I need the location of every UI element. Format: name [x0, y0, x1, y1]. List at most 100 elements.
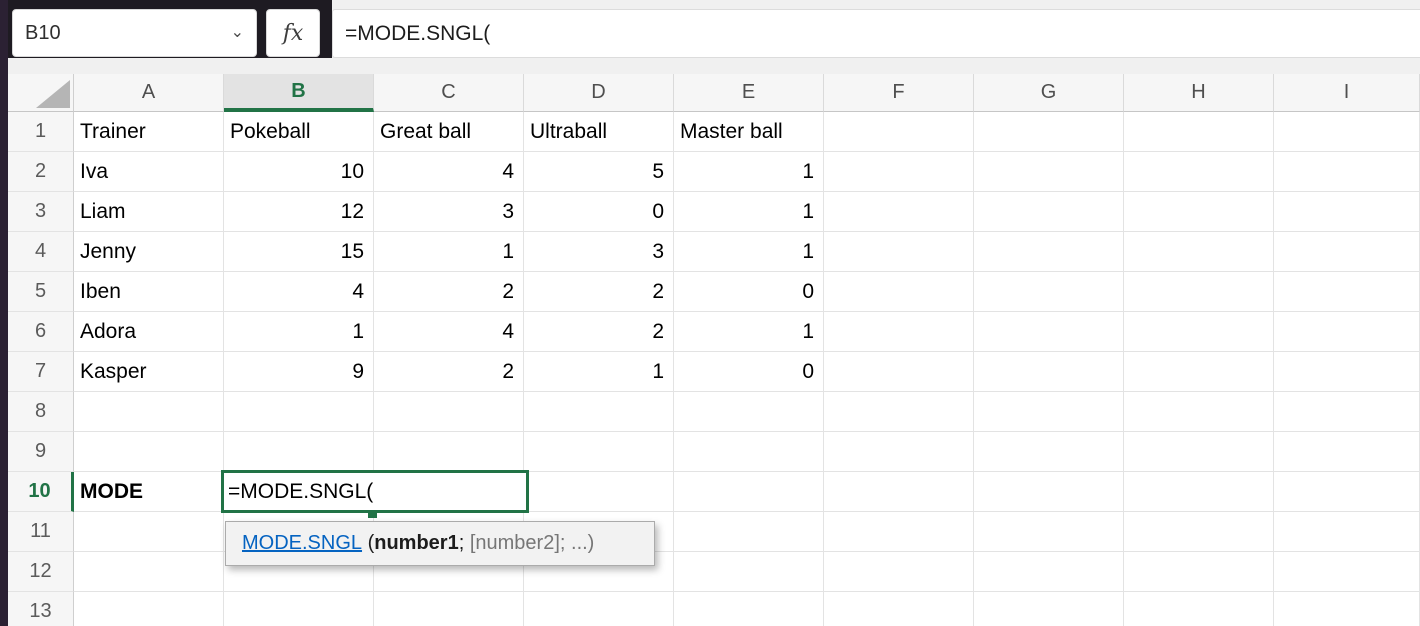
cell-B5[interactable]: 4: [224, 272, 374, 312]
cell-G11[interactable]: [974, 512, 1124, 552]
cell-A9[interactable]: [74, 432, 224, 472]
column-header-C[interactable]: C: [374, 74, 524, 112]
cell-C5[interactable]: 2: [374, 272, 524, 312]
cell-I2[interactable]: [1274, 152, 1420, 192]
cell-F12[interactable]: [824, 552, 974, 592]
column-header-E[interactable]: E: [674, 74, 824, 112]
row-header-6[interactable]: 6: [8, 312, 74, 352]
cell-A8[interactable]: [74, 392, 224, 432]
cell-F8[interactable]: [824, 392, 974, 432]
cell-H10[interactable]: [1124, 472, 1274, 512]
cell-D1[interactable]: Ultraball: [524, 112, 674, 152]
cell-C13[interactable]: [374, 592, 524, 626]
cell-H7[interactable]: [1124, 352, 1274, 392]
cell-H3[interactable]: [1124, 192, 1274, 232]
row-header-5[interactable]: 5: [8, 272, 74, 312]
cell-B13[interactable]: [224, 592, 374, 626]
cell-A4[interactable]: Jenny: [74, 232, 224, 272]
cell-F4[interactable]: [824, 232, 974, 272]
cell-F2[interactable]: [824, 152, 974, 192]
cell-B1[interactable]: Pokeball: [224, 112, 374, 152]
cell-A5[interactable]: Iben: [74, 272, 224, 312]
cell-E12[interactable]: [674, 552, 824, 592]
cell-I10[interactable]: [1274, 472, 1420, 512]
cell-I7[interactable]: [1274, 352, 1420, 392]
cell-E10[interactable]: [674, 472, 824, 512]
cell-D8[interactable]: [524, 392, 674, 432]
cell-C8[interactable]: [374, 392, 524, 432]
row-header-2[interactable]: 2: [8, 152, 74, 192]
row-header-12[interactable]: 12: [8, 552, 74, 592]
cell-H2[interactable]: [1124, 152, 1274, 192]
cell-C9[interactable]: [374, 432, 524, 472]
cell-H4[interactable]: [1124, 232, 1274, 272]
cell-G13[interactable]: [974, 592, 1124, 626]
cell-I6[interactable]: [1274, 312, 1420, 352]
cell-E2[interactable]: 1: [674, 152, 824, 192]
cell-G3[interactable]: [974, 192, 1124, 232]
cell-B8[interactable]: [224, 392, 374, 432]
column-header-I[interactable]: I: [1274, 74, 1420, 112]
cell-B3[interactable]: 12: [224, 192, 374, 232]
column-header-B[interactable]: B: [224, 74, 374, 112]
row-header-1[interactable]: 1: [8, 112, 74, 152]
cell-B4[interactable]: 15: [224, 232, 374, 272]
cell-F10[interactable]: [824, 472, 974, 512]
cell-A11[interactable]: [74, 512, 224, 552]
cell-E1[interactable]: Master ball: [674, 112, 824, 152]
cell-E9[interactable]: [674, 432, 824, 472]
column-header-G[interactable]: G: [974, 74, 1124, 112]
fill-handle[interactable]: [368, 510, 377, 518]
cell-E5[interactable]: 0: [674, 272, 824, 312]
cell-C4[interactable]: 1: [374, 232, 524, 272]
cell-C3[interactable]: 3: [374, 192, 524, 232]
column-header-H[interactable]: H: [1124, 74, 1274, 112]
cell-A3[interactable]: Liam: [74, 192, 224, 232]
cell-B2[interactable]: 10: [224, 152, 374, 192]
cell-H13[interactable]: [1124, 592, 1274, 626]
cell-E4[interactable]: 1: [674, 232, 824, 272]
cell-H11[interactable]: [1124, 512, 1274, 552]
cell-I13[interactable]: [1274, 592, 1420, 626]
cell-E8[interactable]: [674, 392, 824, 432]
cell-I11[interactable]: [1274, 512, 1420, 552]
cell-D13[interactable]: [524, 592, 674, 626]
cell-F1[interactable]: [824, 112, 974, 152]
cell-F3[interactable]: [824, 192, 974, 232]
cell-D2[interactable]: 5: [524, 152, 674, 192]
cell-I5[interactable]: [1274, 272, 1420, 312]
row-header-3[interactable]: 3: [8, 192, 74, 232]
active-cell-editor-B10[interactable]: =MODE.SNGL(: [221, 470, 529, 513]
cell-I9[interactable]: [1274, 432, 1420, 472]
cell-D6[interactable]: 2: [524, 312, 674, 352]
cell-G12[interactable]: [974, 552, 1124, 592]
row-header-10[interactable]: 10: [8, 472, 74, 512]
cell-A2[interactable]: Iva: [74, 152, 224, 192]
cell-A13[interactable]: [74, 592, 224, 626]
cell-G1[interactable]: [974, 112, 1124, 152]
row-header-9[interactable]: 9: [8, 432, 74, 472]
cell-F5[interactable]: [824, 272, 974, 312]
column-header-A[interactable]: A: [74, 74, 224, 112]
row-header-8[interactable]: 8: [8, 392, 74, 432]
cell-A6[interactable]: Adora: [74, 312, 224, 352]
cell-H5[interactable]: [1124, 272, 1274, 312]
cell-C7[interactable]: 2: [374, 352, 524, 392]
cell-I8[interactable]: [1274, 392, 1420, 432]
cell-A10[interactable]: MODE: [74, 472, 224, 512]
chevron-down-icon[interactable]: ⌄: [230, 24, 244, 41]
row-header-7[interactable]: 7: [8, 352, 74, 392]
cell-E11[interactable]: [674, 512, 824, 552]
cell-A1[interactable]: Trainer: [74, 112, 224, 152]
cell-G8[interactable]: [974, 392, 1124, 432]
insert-function-button[interactable]: fx: [266, 9, 320, 57]
cell-E13[interactable]: [674, 592, 824, 626]
cell-H8[interactable]: [1124, 392, 1274, 432]
cell-G9[interactable]: [974, 432, 1124, 472]
cell-E7[interactable]: 0: [674, 352, 824, 392]
cell-B6[interactable]: 1: [224, 312, 374, 352]
name-box[interactable]: B10 ⌄: [12, 9, 257, 57]
row-header-11[interactable]: 11: [8, 512, 74, 552]
cell-H9[interactable]: [1124, 432, 1274, 472]
select-all-corner[interactable]: [8, 74, 74, 112]
